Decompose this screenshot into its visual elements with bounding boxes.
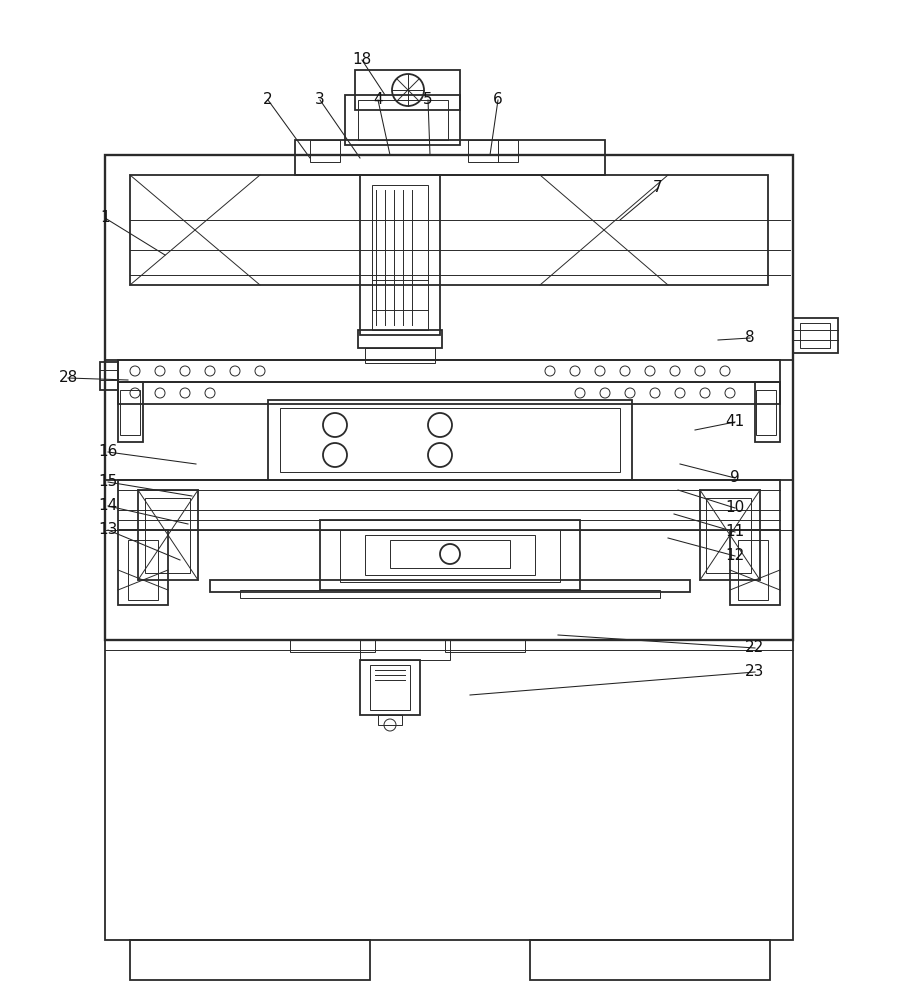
Bar — [120, 390, 140, 435]
Text: 3: 3 — [315, 93, 325, 107]
Text: 5: 5 — [423, 93, 433, 107]
Bar — [310, 140, 340, 162]
Text: 6: 6 — [493, 93, 503, 107]
Bar — [128, 540, 158, 600]
Bar — [445, 640, 525, 652]
Bar — [360, 175, 440, 335]
Bar — [378, 715, 402, 725]
Bar — [130, 940, 370, 980]
Bar — [320, 520, 580, 590]
Bar — [130, 175, 768, 285]
Bar — [118, 360, 780, 382]
Bar — [390, 540, 510, 568]
Text: 9: 9 — [730, 471, 740, 486]
Bar — [355, 70, 460, 110]
Bar — [793, 318, 838, 353]
Text: 2: 2 — [263, 93, 273, 107]
Bar — [706, 498, 751, 573]
Text: 22: 22 — [745, 641, 764, 656]
Bar — [370, 665, 410, 710]
Text: 16: 16 — [98, 444, 118, 460]
Text: 23: 23 — [745, 664, 765, 680]
Bar — [105, 640, 793, 940]
Text: 7: 7 — [653, 180, 663, 196]
Text: 8: 8 — [745, 330, 755, 346]
Text: 18: 18 — [352, 52, 372, 68]
Text: 41: 41 — [726, 414, 744, 430]
Text: 11: 11 — [726, 524, 744, 540]
Bar — [290, 640, 375, 652]
Bar — [372, 185, 428, 330]
Bar — [360, 640, 450, 660]
Bar — [240, 590, 660, 598]
Bar — [730, 530, 780, 605]
Text: 13: 13 — [98, 522, 118, 538]
Bar — [105, 155, 793, 640]
Bar — [700, 490, 760, 580]
Bar — [118, 382, 780, 404]
Bar — [800, 323, 830, 348]
Bar — [138, 490, 198, 580]
Bar — [100, 362, 118, 390]
Bar — [530, 940, 770, 980]
Bar — [755, 382, 780, 442]
Text: 28: 28 — [58, 370, 77, 385]
Bar — [365, 535, 535, 575]
Bar — [468, 140, 498, 162]
Bar — [210, 580, 690, 592]
Bar — [358, 330, 442, 348]
Bar — [268, 400, 632, 480]
Bar — [498, 140, 518, 162]
Bar — [345, 95, 460, 145]
Bar — [145, 498, 190, 573]
Bar — [340, 530, 560, 582]
Bar — [118, 480, 780, 530]
Text: 14: 14 — [99, 498, 118, 514]
Text: 4: 4 — [374, 93, 383, 107]
Bar — [756, 390, 776, 435]
Text: 1: 1 — [101, 211, 110, 226]
Bar — [295, 140, 605, 175]
Bar — [118, 382, 143, 442]
Text: 12: 12 — [726, 548, 744, 564]
Bar — [360, 660, 420, 715]
Bar — [280, 408, 620, 472]
Bar — [118, 530, 168, 605]
Bar — [365, 348, 435, 363]
Text: 15: 15 — [99, 475, 118, 489]
Text: 10: 10 — [726, 500, 744, 516]
Bar — [358, 100, 448, 140]
Bar — [738, 540, 768, 600]
